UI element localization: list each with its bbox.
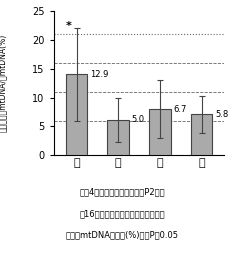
Text: （16頭）中に検出された体細胞由来: （16頭）中に検出された体細胞由来 [79, 209, 165, 218]
Bar [107, 120, 129, 155]
Text: 梅山豝mtDNAの割合(%)。＊P＜0.05: 梅山豝mtDNAの割合(%)。＊P＜0.05 [65, 230, 179, 240]
Text: 5.0: 5.0 [132, 115, 145, 124]
Text: 6.7: 6.7 [173, 105, 187, 114]
Text: *: * [66, 21, 72, 31]
Bar [66, 75, 87, 155]
Text: 図　4　クローンブタの後代P2産子: 図 4 クローンブタの後代P2産子 [79, 188, 165, 197]
Bar [149, 109, 171, 155]
Text: 12.9: 12.9 [90, 70, 108, 79]
Text: 5.8: 5.8 [215, 110, 228, 119]
Bar [191, 114, 212, 155]
Text: 体細胞由来mtDNA/全mtDNA(%): 体細胞由来mtDNA/全mtDNA(%) [0, 34, 7, 132]
